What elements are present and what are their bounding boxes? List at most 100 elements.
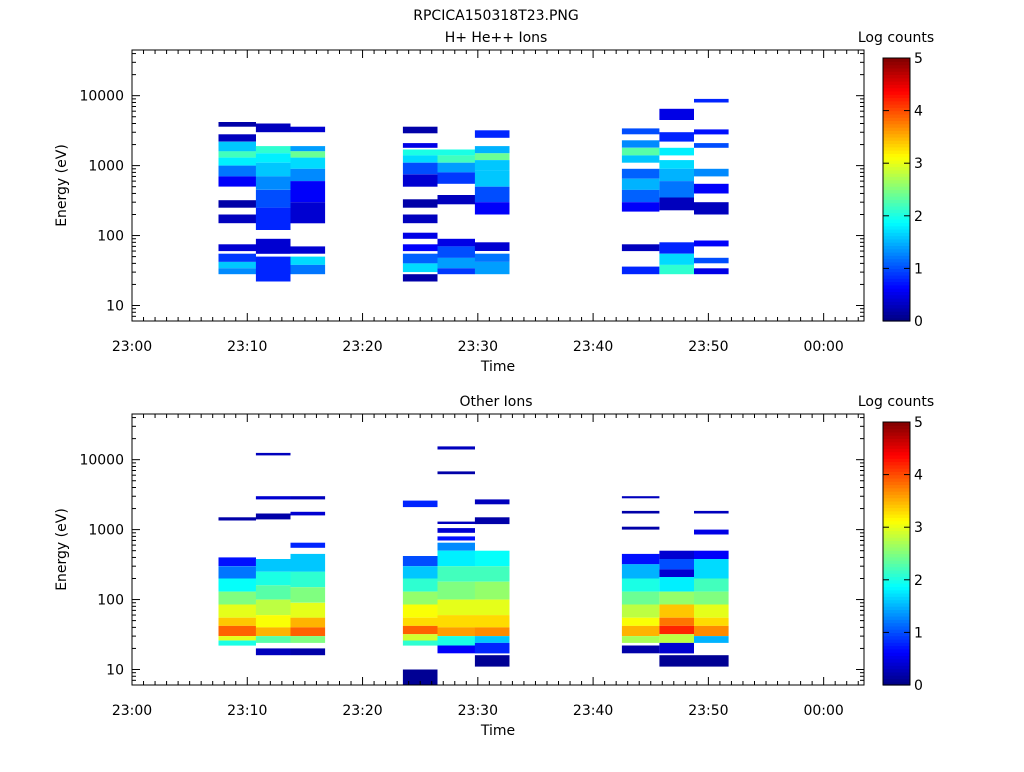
- colorbar-segment: [883, 317, 910, 322]
- colorbar-segment: [883, 271, 910, 276]
- colorbar-segment: [883, 311, 910, 316]
- colorbar-segment: [883, 441, 910, 446]
- cell-c0-b2: [218, 141, 256, 152]
- colorbar-segment: [883, 199, 910, 204]
- colorbar-segment: [883, 222, 910, 227]
- spectrogram-cells: [218, 98, 729, 282]
- colorbar-segment: [883, 255, 910, 260]
- cell-c4-b5: [437, 238, 475, 247]
- colorbar-segment: [883, 638, 910, 643]
- colorbar-segment: [883, 675, 910, 680]
- colorbar-segment: [883, 196, 910, 200]
- cell-c6-b7: [621, 202, 660, 212]
- cell-c0-b4: [218, 591, 256, 605]
- y-tick-label-3: 10000: [79, 453, 124, 469]
- cell-c4-b13: [437, 645, 475, 654]
- cell-c4-b1: [437, 155, 475, 163]
- cell-c1-b0: [255, 452, 291, 456]
- colorbar-segment: [883, 681, 910, 686]
- colorbar-segment: [883, 301, 910, 306]
- cell-c2-b5: [290, 587, 326, 603]
- cell-c3-b6: [402, 199, 438, 208]
- colorbar-segment: [883, 589, 910, 594]
- colorbar-segment: [883, 297, 910, 302]
- colorbar-segment: [883, 186, 910, 191]
- cell-c7-b7: [659, 242, 694, 254]
- colorbar-segment: [883, 248, 910, 253]
- cell-c5-b6: [474, 615, 510, 628]
- colorbar-segment: [883, 615, 910, 620]
- cell-c5-b1: [474, 517, 510, 525]
- x-tick-label-1: 23:10: [227, 339, 267, 355]
- cell-c7-b7: [659, 625, 694, 635]
- colorbar-segment: [883, 540, 910, 545]
- cell-c5-b2: [474, 550, 510, 567]
- colorbar-segment: [883, 652, 910, 657]
- colorbar-segment: [883, 517, 910, 522]
- colorbar-segment: [883, 655, 910, 660]
- colorbar-segment: [883, 314, 910, 319]
- cell-c3-b5: [402, 604, 438, 618]
- panel-title: Other Ions: [459, 394, 532, 410]
- x-tick-label-4: 23:40: [573, 703, 613, 719]
- cell-c2-b4: [290, 168, 326, 182]
- cell-c4-b7: [437, 257, 475, 269]
- cell-c8-b0: [694, 98, 729, 103]
- cell-c4-b4: [437, 195, 475, 205]
- colorbar-segment: [883, 212, 910, 217]
- cell-c4-b12: [437, 636, 475, 646]
- y-axis-label: Energy (eV): [54, 508, 70, 591]
- cell-c8-b6: [694, 604, 729, 618]
- colorbar-segment: [883, 58, 910, 62]
- cell-c1-b9: [255, 636, 291, 643]
- colorbar-segment: [883, 261, 910, 266]
- colorbar-segment: [883, 454, 910, 459]
- colorbar-segment: [883, 632, 910, 637]
- colorbar-segment: [883, 606, 910, 610]
- colorbar-segment: [883, 461, 910, 466]
- colorbar-segment: [883, 110, 910, 115]
- cell-c3-b0: [402, 500, 438, 508]
- colorbar-segment: [883, 487, 910, 492]
- cell-c6-b11: [621, 645, 660, 654]
- colorbar-segment: [883, 625, 910, 630]
- cell-c5-b0: [474, 130, 510, 138]
- colorbar-segment: [883, 481, 910, 486]
- cell-c5-b3: [474, 160, 510, 171]
- colorbar-segment: [883, 422, 910, 426]
- cell-c7-b1: [659, 132, 694, 142]
- cell-c7-b9: [659, 264, 694, 275]
- colorbar-segment: [883, 533, 910, 538]
- colorbar-segment: [883, 209, 910, 214]
- cell-c8-b2: [694, 550, 729, 559]
- colorbar-segment: [883, 642, 910, 647]
- cell-c7-b2: [659, 569, 694, 577]
- x-tick-label-4: 23:40: [573, 339, 613, 355]
- cell-c6-b6: [621, 189, 660, 203]
- cell-c8-b4: [694, 578, 729, 592]
- colorbar-segment: [883, 143, 910, 148]
- cell-c0-b3: [218, 578, 256, 592]
- cell-c3-b5: [402, 174, 438, 187]
- colorbar-segment: [883, 550, 910, 555]
- cell-c5-b3: [474, 566, 510, 582]
- cell-c5-b4: [474, 581, 510, 600]
- colorbar-segment: [883, 268, 910, 273]
- cell-c0-b10: [218, 253, 256, 262]
- colorbar-segment: [883, 64, 910, 69]
- colorbar-segment: [883, 189, 910, 194]
- cell-c5-b9: [474, 261, 510, 275]
- colorbar-segment: [883, 87, 910, 92]
- cell-c3-b7: [402, 625, 438, 635]
- colorbar-segment: [883, 120, 910, 125]
- colorbar-segment: [883, 629, 910, 633]
- colorbar-segment: [883, 530, 910, 535]
- colorbar-tick-label-3: 3: [914, 156, 923, 172]
- cell-c8-b9: [694, 636, 729, 643]
- colorbar-segment: [883, 133, 910, 138]
- colorbar-segment: [883, 130, 910, 135]
- cell-c3-b2: [402, 566, 438, 579]
- x-tick-label-1: 23:10: [227, 703, 267, 719]
- colorbar-segment: [883, 523, 910, 528]
